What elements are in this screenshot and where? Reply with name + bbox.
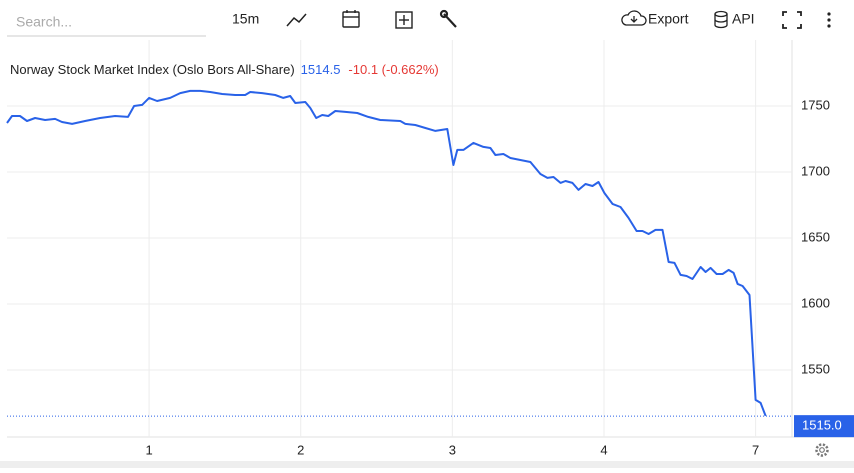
change: -10.1 (-0.662%) [348,62,438,77]
api-button[interactable]: API [714,11,755,29]
x-tick-label: 2 [297,442,304,457]
more-button[interactable] [827,12,831,28]
last-value: 1514.5 [301,62,341,77]
x-tick-label: 1 [145,442,152,457]
chart-title: Norway Stock Market Index (Oslo Bors All… [10,62,439,77]
interval-button[interactable]: 15m [232,11,259,27]
y-tick-label: 1650 [801,229,830,244]
date-button[interactable] [342,10,360,28]
y-tick-label: 1700 [801,163,830,178]
add-indicator-button[interactable] [395,11,413,29]
bottom-strip [0,461,854,468]
price-line [6,89,767,417]
last-price-label: 1515.0 [802,418,842,433]
chart-settings-button[interactable] [815,443,829,457]
y-tick-label: 1600 [801,295,830,310]
plot-area: 1550 1600 1650 1700 1750 1 2 3 4 7 1515.0 [6,40,854,457]
export-label[interactable]: Export [648,11,689,27]
settings-wrench-button[interactable] [439,9,457,28]
x-tick-label: 3 [449,442,456,457]
export-button[interactable]: Export [621,10,689,27]
y-tick-label: 1750 [801,97,830,112]
x-tick-label: 7 [752,442,759,457]
last-price-box [794,415,854,438]
title: Norway Stock Market Index (Oslo Bors All… [10,62,295,77]
api-label[interactable]: API [732,11,755,27]
x-tick-label: 4 [600,442,607,457]
y-tick-label: 1550 [801,361,830,376]
search-input[interactable]: Search... [16,14,72,30]
chart-type-button[interactable] [286,13,307,27]
fullscreen-button[interactable] [782,11,802,29]
